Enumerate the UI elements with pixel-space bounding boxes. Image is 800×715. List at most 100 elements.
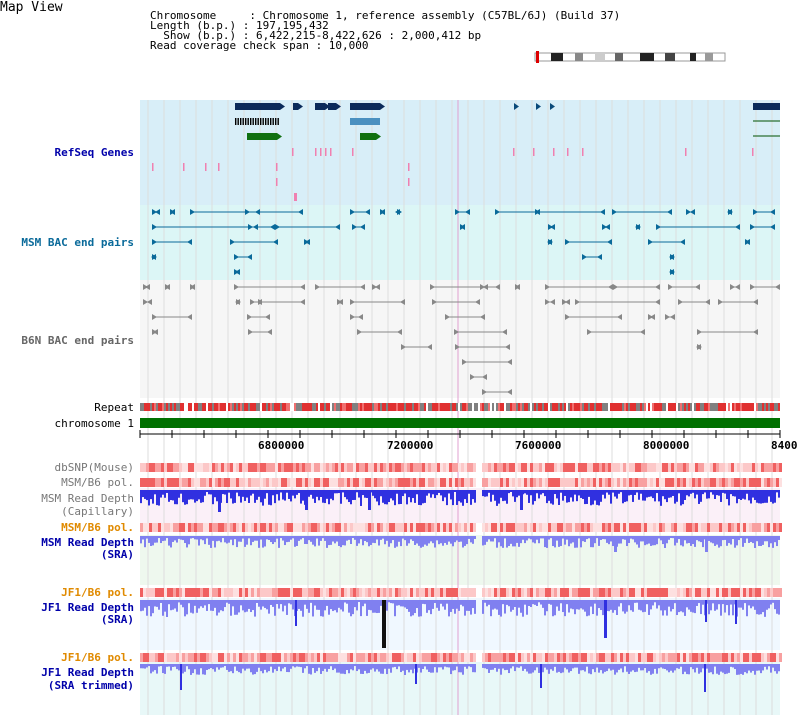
jf1-pol-strip [542, 588, 545, 597]
repeat-segment [370, 403, 372, 411]
jf1-pol-strip [299, 653, 302, 662]
msm-pol-strip [566, 523, 569, 532]
jf1-sra-depth [324, 600, 326, 611]
msm-cap-depth [622, 490, 624, 504]
msm-sra-depth [774, 536, 776, 543]
track-label-jf1-depth-trim[interactable]: JF1 Read Depth [41, 666, 134, 679]
repeat-segment [488, 403, 490, 411]
jf1-pol-strip [284, 588, 287, 597]
dbsnp-strip [695, 463, 698, 472]
msm-cap-depth [426, 490, 428, 496]
repeat-segment [656, 403, 658, 411]
track-label-msm-b6-pol-2[interactable]: MSM/B6 pol. [61, 521, 134, 534]
jf1-trim-depth [420, 664, 422, 673]
jf1-pol-strip [140, 653, 143, 662]
msm-pol-strip [695, 523, 698, 532]
msm-pol-strip [353, 478, 356, 487]
jf1-pol-strip [500, 588, 503, 597]
track-label-msm-bac[interactable]: MSM BAC end pairs [21, 236, 134, 249]
jf1-sra-depth [178, 600, 180, 603]
jf1-sra-depth [446, 600, 448, 604]
jf1-sra-depth [202, 600, 204, 608]
jf1-trim-depth [778, 664, 780, 672]
jf1-trim-depth [258, 664, 260, 668]
msm-sra-depth [260, 536, 262, 540]
track-label-msm-depth-cap[interactable]: MSM Read Depth [41, 492, 134, 505]
jf1-trim-depth [586, 664, 588, 667]
jf1-pol-strip [578, 588, 581, 597]
track-label-jf1-b6-pol-2[interactable]: JF1/B6 pol. [61, 651, 134, 664]
msm-sra-depth [662, 536, 664, 545]
msm-sra-depth [180, 536, 182, 540]
bac-end [612, 209, 617, 215]
msm-cap-depth [682, 490, 684, 505]
jf1-sra-depth [656, 600, 658, 609]
jf1-sra-depth [192, 600, 194, 614]
msm-pol-strip [641, 478, 644, 487]
msm-cap-depth [268, 490, 270, 505]
msm-sra-depth [350, 536, 352, 545]
jf1-sra-depth [586, 600, 588, 617]
pseudo-gene [276, 163, 278, 171]
repeat-segment [582, 403, 584, 411]
repeat-segment [450, 403, 452, 411]
jf1-pol-strip [272, 653, 275, 662]
track-label-dbsnp[interactable]: dbSNP(Mouse) [54, 461, 134, 474]
jf1-pol-strip [257, 653, 260, 662]
jf1-sra-depth [642, 600, 644, 613]
msm-cap-depth [266, 490, 268, 494]
repeat-segment [614, 403, 616, 411]
msm-sra-depth [236, 536, 238, 548]
track-label-b6n-bac[interactable]: B6N BAC end pairs [21, 334, 134, 347]
jf1-trim-depth [360, 664, 362, 674]
repeat-segment [402, 403, 404, 411]
msm-pol-strip [323, 478, 326, 487]
jf1-pol-strip [281, 588, 284, 597]
msm-pol-strip [395, 478, 398, 487]
jf1-trim-depth [602, 664, 604, 674]
jf1-sra-depth [592, 600, 594, 615]
bac-end [275, 224, 280, 230]
track-label-jf1-depth-sra[interactable]: JF1 Read Depth [41, 601, 134, 614]
track-label-msm-depth-sra[interactable]: MSM Read Depth [41, 536, 134, 549]
jf1-sra-depth [624, 600, 626, 614]
jf1-sra-depth [284, 600, 286, 606]
jf1-trim-depth [522, 664, 524, 671]
track-label-refseq[interactable]: RefSeq Genes [54, 146, 134, 159]
jf1-pol-strip [245, 588, 248, 597]
jf1-sra-depth [454, 600, 456, 614]
jf1-pol-strip [197, 588, 200, 597]
jf1-sra-depth [188, 600, 190, 604]
track-label-jf1-b6-pol-1[interactable]: JF1/B6 pol. [61, 586, 134, 599]
jf1-trim-depth [644, 664, 646, 669]
jf1-pol-strip [410, 653, 413, 662]
ideogram-band [575, 53, 583, 61]
jf1-trim-depth [415, 664, 417, 684]
msm-sra-depth [644, 536, 646, 546]
jf1-sra-depth [198, 600, 200, 609]
msm-cap-depth [190, 490, 192, 500]
jf1-pol-strip [728, 653, 731, 662]
track-label-repeat[interactable]: Repeat [94, 401, 134, 414]
repeat-segment [714, 403, 716, 411]
jf1-sra-depth [276, 600, 278, 605]
msm-cap-depth [492, 490, 494, 495]
msm-sra-depth [762, 536, 764, 545]
msm-pol-strip [449, 523, 452, 532]
jf1-trim-depth [326, 664, 328, 672]
track-label-msm-b6-pol-1[interactable]: MSM/B6 pol. [61, 476, 134, 489]
jf1-trim-depth [502, 664, 504, 669]
jf1-sra-depth [258, 600, 260, 607]
jf1-trim-depth [436, 664, 438, 673]
track-label-chromosome[interactable]: chromosome 1 [54, 417, 134, 430]
jf1-sra-depth [508, 600, 510, 607]
msm-cap-depth [676, 490, 678, 502]
repeat-segment [386, 403, 388, 411]
msm-cap-depth [604, 490, 606, 499]
dbsnp-strip [467, 463, 470, 472]
bac-end [753, 299, 758, 305]
msm-pol-strip [458, 478, 461, 487]
b6n-bac-track-bg [140, 280, 780, 398]
msm-cap-depth [530, 490, 532, 496]
